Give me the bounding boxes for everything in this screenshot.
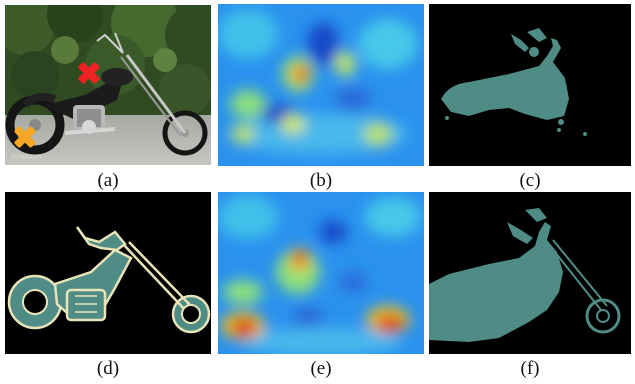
panel-e-heatmap — [218, 192, 424, 354]
caption-c: (c) — [519, 170, 541, 191]
heatmap-b — [218, 4, 424, 166]
caption-f: (f) — [520, 358, 540, 379]
motorcycle-photo: 2006/07/25 — [5, 5, 211, 165]
panel-d-outline-mask — [5, 192, 211, 354]
panel-c-segmentation — [429, 4, 631, 166]
caption-d: (d) — [96, 358, 120, 379]
red-x-marker — [78, 62, 100, 84]
orange-x-marker — [14, 126, 36, 148]
caption-e: (e) — [310, 358, 332, 379]
outline-mask-d — [5, 192, 211, 354]
panel-a-photo: 2006/07/25 — [5, 5, 211, 165]
panel-b-heatmap — [218, 4, 424, 166]
caption-a: (a) — [97, 170, 119, 191]
caption-b: (b) — [309, 170, 333, 191]
photo-date-stamp: 2006/07/25 — [11, 155, 42, 161]
segmentation-f — [429, 192, 631, 354]
segmentation-c — [429, 4, 631, 166]
panel-f-segmentation — [429, 192, 631, 354]
heatmap-e — [218, 192, 424, 354]
